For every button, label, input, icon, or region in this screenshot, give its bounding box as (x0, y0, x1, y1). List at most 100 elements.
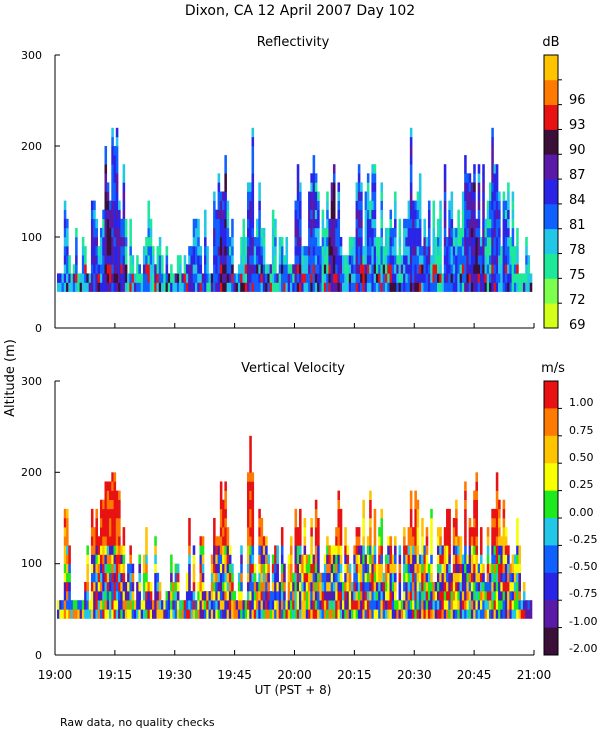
velocity-data-cell (470, 527, 474, 537)
velocity-data-cell (364, 563, 368, 574)
velocity-data-cell (348, 600, 352, 610)
velocity-data-cell (129, 591, 132, 601)
velocity-data-cell (513, 572, 517, 583)
velocity-data-cell (294, 600, 298, 610)
velocity-data-cell (498, 518, 501, 528)
reflectivity-data-cell (466, 218, 469, 229)
velocity-data-cell (479, 563, 483, 574)
reflectivity-data-cell (337, 246, 341, 256)
reflectivity-data-cell (511, 282, 515, 292)
velocity-data-cell (346, 609, 350, 619)
velocity-data-cell (176, 581, 180, 592)
velocity-data-cell (63, 527, 67, 537)
reflectivity-colorbar-swatch (544, 203, 558, 230)
velocity-data-cell (353, 591, 356, 601)
reflectivity-data-cell (97, 282, 101, 292)
velocity-data-cell (219, 572, 223, 583)
reflectivity-data-cell (495, 209, 499, 220)
reflectivity-data-cell (328, 237, 331, 247)
reflectivity-data-cell (296, 182, 300, 192)
reflectivity-data-cell (262, 264, 266, 274)
velocity-data-cell (518, 591, 521, 601)
velocity-data-cell (326, 554, 329, 564)
velocity-data-cell (90, 527, 94, 537)
reflectivity-data-cell (247, 237, 250, 247)
velocity-data-cell (464, 609, 467, 619)
velocity-data-cell (502, 591, 506, 601)
reflectivity-data-cell (84, 273, 87, 283)
reflectivity-data-cell (122, 264, 126, 274)
velocity-data-cell (219, 591, 223, 601)
reflectivity-data-cell (423, 218, 426, 229)
reflectivity-data-cell (145, 282, 148, 292)
velocity-data-cell (104, 518, 108, 528)
velocity-data-cell (473, 490, 476, 501)
reflectivity-data-cell (310, 237, 313, 247)
reflectivity-data-cell (294, 237, 298, 247)
velocity-data-cell (158, 591, 162, 601)
reflectivity-data-cell (152, 273, 155, 283)
reflectivity-data-cell (219, 218, 223, 229)
velocity-data-cell (276, 591, 279, 601)
reflectivity-data-cell (516, 273, 519, 283)
reflectivity-data-cell (251, 182, 255, 192)
reflectivity-data-cell (301, 246, 304, 256)
velocity-data-cell (219, 545, 223, 555)
velocity-data-cell (201, 554, 205, 564)
velocity-data-cell (421, 554, 424, 564)
velocity-data-cell (414, 609, 417, 619)
velocity-data-cell (154, 563, 157, 574)
velocity-data-cell (495, 609, 499, 619)
reflectivity-data-cell (115, 146, 119, 156)
velocity-data-cell (522, 600, 526, 610)
velocity-data-cell (115, 591, 119, 601)
velocity-data-cell (294, 563, 298, 574)
reflectivity-data-cell (348, 282, 352, 292)
velocity-data-cell (79, 600, 83, 610)
velocity-data-cell (326, 545, 329, 555)
reflectivity-data-cell (152, 246, 155, 256)
velocity-colorbar-label: -2.00 (569, 642, 597, 655)
velocity-data-cell (498, 536, 501, 546)
reflectivity-data-cell (525, 264, 528, 274)
velocity-data-cell (289, 581, 293, 592)
reflectivity-data-cell (314, 227, 318, 238)
velocity-data-cell (493, 518, 497, 528)
velocity-data-cell (470, 554, 474, 564)
velocity-data-cell (330, 563, 334, 574)
velocity-data-cell (109, 508, 112, 519)
reflectivity-data-cell (461, 200, 465, 210)
velocity-data-cell (439, 591, 442, 601)
velocity-data-cell (477, 600, 481, 610)
reflectivity-data-cell (373, 227, 377, 238)
reflectivity-data-cell (439, 237, 442, 247)
reflectivity-data-cell (504, 209, 508, 220)
velocity-data-cell (491, 563, 494, 574)
velocity-data-cell (360, 581, 363, 592)
reflectivity-data-cell (493, 237, 497, 247)
velocity-data-cell (432, 609, 436, 619)
reflectivity-x-ticks (54, 323, 535, 328)
reflectivity-data-cell (489, 209, 492, 220)
velocity-data-cell (276, 609, 279, 619)
reflectivity-data-cell (511, 237, 515, 247)
reflectivity-data-cell (147, 255, 151, 265)
velocity-data-cell (269, 600, 273, 610)
velocity-data-cell (217, 554, 221, 564)
velocity-data-cell (249, 609, 252, 619)
velocity-data-cell (109, 581, 112, 592)
velocity-data-cell (109, 499, 112, 510)
reflectivity-data-cell (405, 227, 408, 238)
reflectivity-data-cell (373, 191, 377, 201)
reflectivity-data-cell (330, 282, 334, 292)
reflectivity-data-cell (491, 200, 494, 210)
reflectivity-data-cell (75, 246, 78, 256)
velocity-data-cell (129, 554, 132, 564)
velocity-data-cell (468, 600, 472, 610)
velocity-data-cell (466, 609, 469, 619)
velocity-data-cell (407, 609, 411, 619)
reflectivity-y-tick-label: 300 (21, 49, 42, 62)
reflectivity-data-cell (437, 264, 440, 274)
velocity-data-cell (355, 581, 359, 592)
velocity-data-cell (369, 499, 372, 510)
